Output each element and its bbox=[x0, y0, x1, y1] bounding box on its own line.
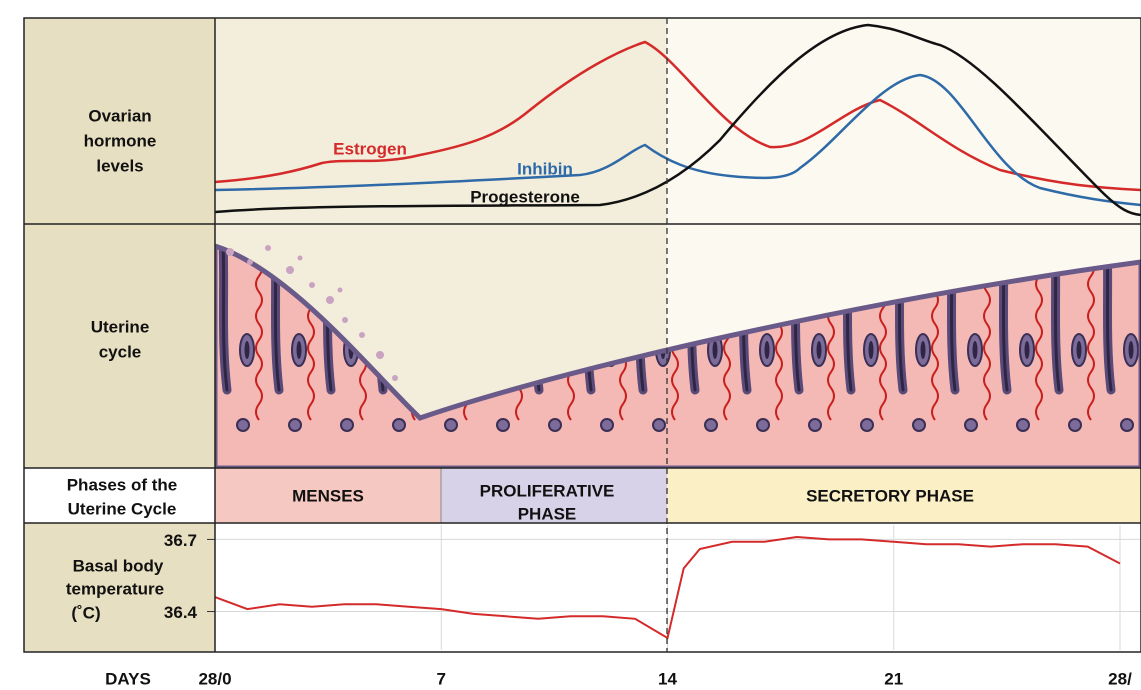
curve-label: Estrogen bbox=[333, 139, 407, 158]
x-tick-label: 28/ bbox=[1108, 669, 1132, 688]
curve-label: Inhibin bbox=[517, 159, 573, 178]
row-label: Uterine Cycle bbox=[68, 499, 177, 518]
menstrual-cycle-diagram: Estrogen Inhibin Progesterone Ovarian ho… bbox=[0, 0, 1141, 690]
row-label: Phases of the bbox=[67, 475, 178, 494]
y-axis-label: Basal body bbox=[73, 556, 164, 575]
row-label: Ovarian bbox=[88, 106, 151, 125]
x-tick-label: 7 bbox=[437, 669, 446, 688]
y-tick-label: 36.7 bbox=[164, 531, 197, 550]
x-axis-label: DAYS bbox=[105, 669, 151, 688]
x-tick-label: 14 bbox=[658, 669, 677, 688]
row-label: hormone bbox=[84, 131, 157, 150]
x-tick-label: 21 bbox=[884, 669, 903, 688]
y-axis-label: temperature bbox=[66, 579, 164, 598]
row-label: Uterine bbox=[91, 317, 150, 336]
phase-label: PHASE bbox=[518, 504, 577, 523]
row-label: levels bbox=[96, 156, 143, 175]
label-column bbox=[24, 18, 215, 468]
curve-label: Progesterone bbox=[470, 187, 580, 206]
phase-label: SECRETORY PHASE bbox=[806, 486, 974, 505]
phase-label: MENSES bbox=[292, 486, 364, 505]
y-axis-label: (˚C) bbox=[71, 603, 100, 622]
row-label: cycle bbox=[99, 342, 142, 361]
y-tick-label: 36.4 bbox=[164, 603, 198, 622]
phase-label: PROLIFERATIVE bbox=[480, 481, 615, 500]
x-tick-label: 28/0 bbox=[198, 669, 231, 688]
temperature-background bbox=[215, 523, 1141, 652]
